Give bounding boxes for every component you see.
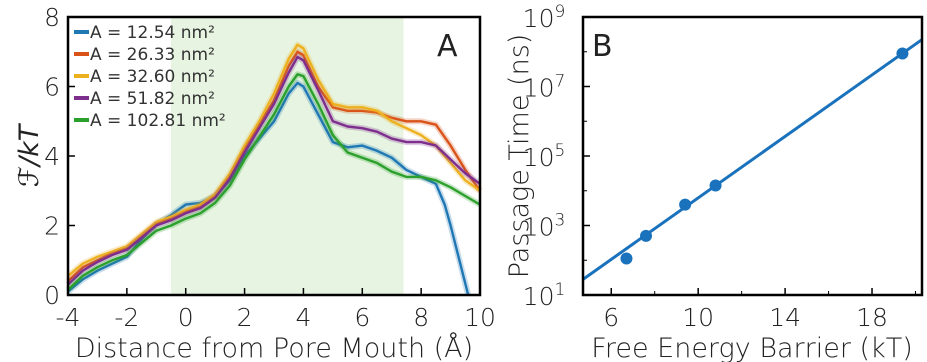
legend-label-4: A = 102.81 nm² bbox=[90, 111, 226, 131]
y-axis-label-a: ℱ/kT bbox=[14, 122, 45, 187]
y-tick-label-a: 6 bbox=[44, 73, 60, 102]
y-tick-label-a: 2 bbox=[44, 212, 60, 241]
data-point-2 bbox=[679, 198, 692, 211]
panel-b: 6 10 14 18 101 103 105 107 109 B Free Energy Bar… bbox=[504, 2, 924, 362]
x-tick-label-b: 18 bbox=[856, 303, 888, 332]
panel-label-a: A bbox=[437, 29, 458, 64]
fit-line bbox=[582, 38, 923, 281]
y-tick-label-a: 0 bbox=[44, 281, 60, 310]
x-tick-label-a: 6 bbox=[354, 303, 370, 332]
data-points bbox=[620, 47, 909, 265]
y-tick-label-b: 101 bbox=[523, 280, 566, 311]
x-axis-label-b: Free Energy Barrier (kT) bbox=[591, 333, 912, 362]
y-tick-label-a: 4 bbox=[44, 142, 60, 171]
data-point-0 bbox=[620, 252, 633, 265]
data-point-1 bbox=[640, 229, 653, 242]
ticks-a: -4 -2 0 2 4 6 8 10 0 2 4 6 8 bbox=[44, 3, 496, 332]
panel-label-b: B bbox=[592, 29, 613, 64]
plot-frame-b bbox=[581, 15, 924, 297]
x-tick-label-a: 4 bbox=[295, 303, 311, 332]
x-tick-label-a: 2 bbox=[237, 303, 253, 332]
y-tick-label-b: 107 bbox=[523, 72, 566, 103]
x-tick-label-a: 8 bbox=[413, 303, 429, 332]
legend-label-2: A = 32.60 nm² bbox=[90, 67, 215, 87]
legend-label-0: A = 12.54 nm² bbox=[90, 23, 215, 43]
legend-label-1: A = 26.33 nm² bbox=[90, 45, 215, 65]
free-energy-lines bbox=[65, 41, 483, 296]
x-tick-label-a: -4 bbox=[56, 303, 81, 332]
y-tick-label-b: 109 bbox=[523, 2, 566, 33]
y-tick-label-b: 103 bbox=[523, 211, 566, 242]
data-point-4 bbox=[896, 47, 909, 60]
series-line-3 bbox=[67, 55, 481, 286]
data-point-3 bbox=[709, 179, 722, 192]
y-axis-label-b: Passage Time (ns) bbox=[504, 34, 535, 279]
series-line-2 bbox=[67, 43, 481, 277]
series-line-1 bbox=[67, 50, 481, 282]
legend-label-3: A = 51.82 nm² bbox=[90, 89, 215, 109]
series-line-4 bbox=[67, 73, 481, 291]
x-tick-label-a: -2 bbox=[114, 303, 139, 332]
y-tick-label-b: 105 bbox=[523, 141, 566, 172]
y-tick-label-a: 8 bbox=[44, 3, 60, 32]
x-tick-label-b: 10 bbox=[682, 303, 714, 332]
x-tick-label-b: 6 bbox=[603, 303, 619, 332]
x-axis-label-a: Distance from Pore Mouth (Å) bbox=[75, 331, 473, 362]
x-tick-label-a: 0 bbox=[178, 303, 194, 332]
ticks-b: 6 10 14 18 101 103 105 107 109 bbox=[523, 2, 916, 332]
x-tick-label-b: 14 bbox=[769, 303, 801, 332]
x-tick-label-a: 10 bbox=[464, 303, 496, 332]
